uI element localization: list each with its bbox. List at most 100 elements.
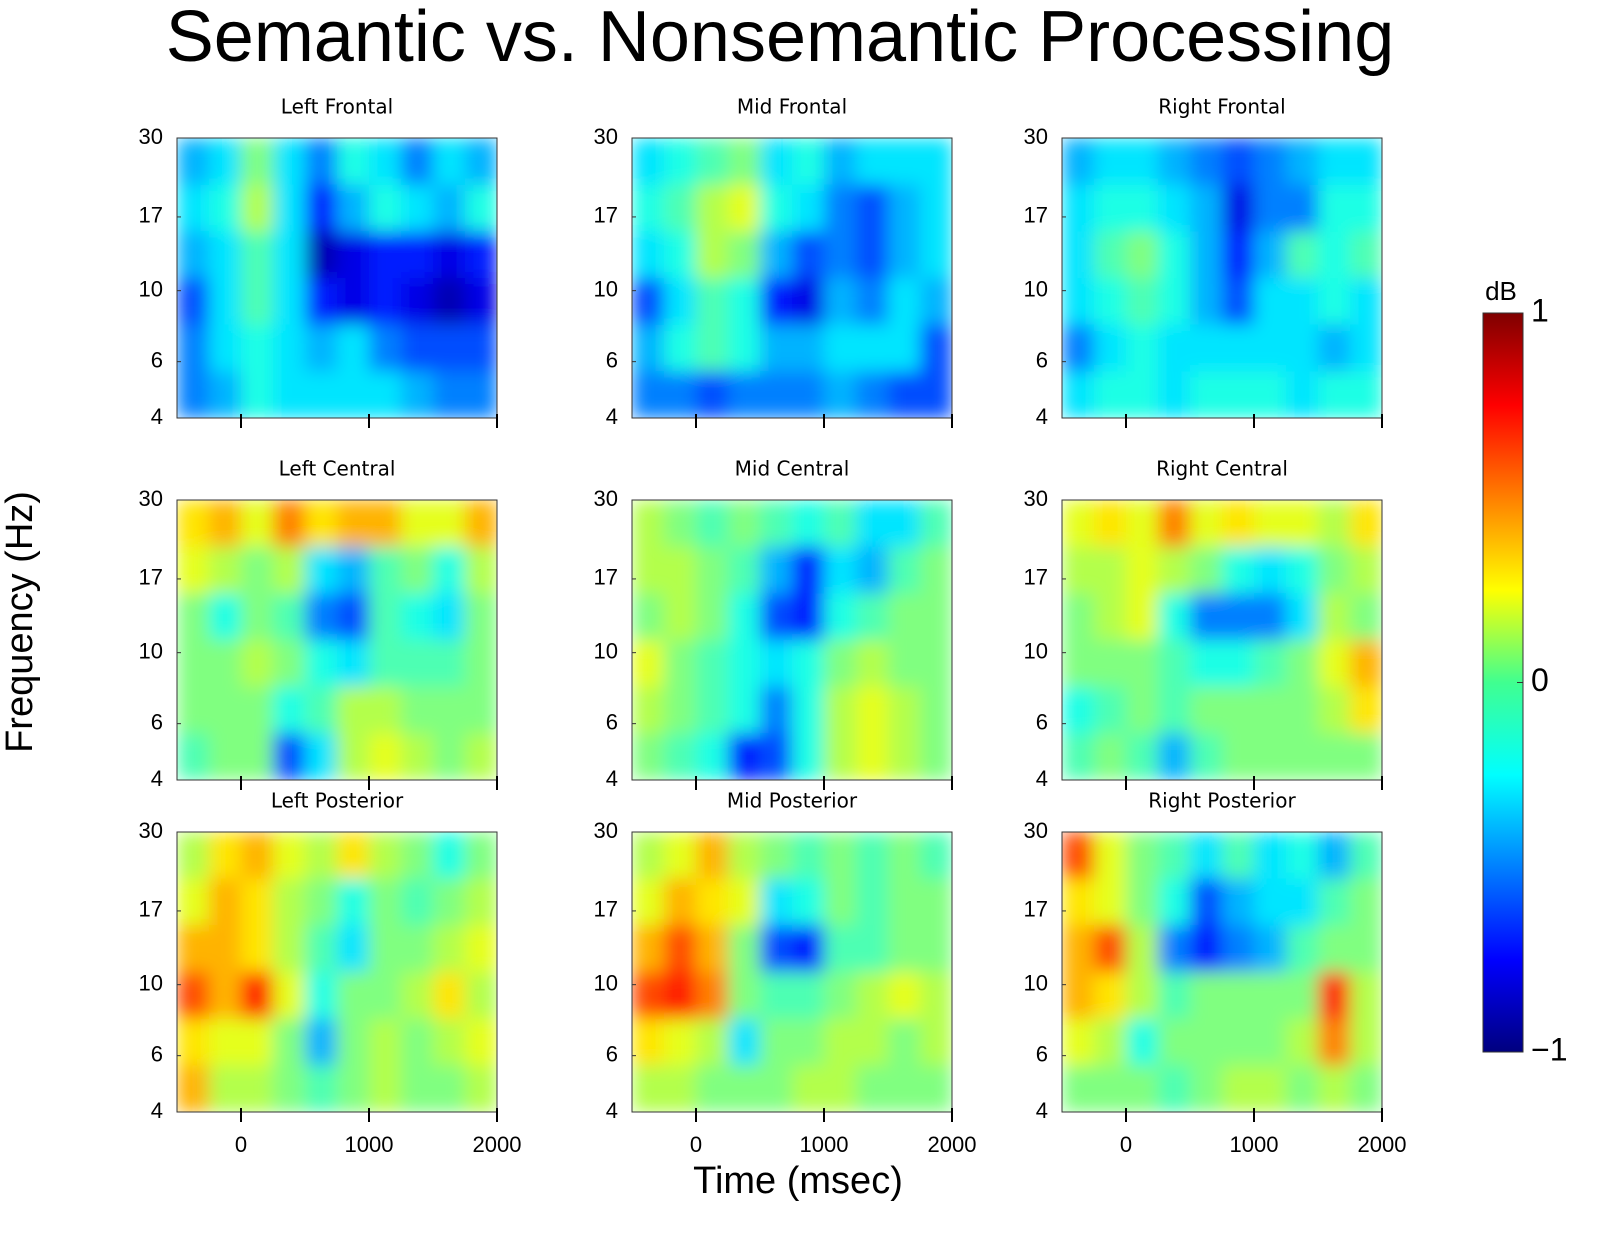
heatmap-cell <box>433 546 466 594</box>
heatmap-cell <box>1286 231 1319 279</box>
heatmap-cell <box>273 686 306 734</box>
heatmap-cell <box>273 640 306 688</box>
x-tick-label: 1000 <box>345 1132 394 1157</box>
heatmap-cell <box>696 593 729 641</box>
heatmap-cell <box>664 640 697 688</box>
heatmap-cell <box>1094 972 1127 1020</box>
heatmap-cell <box>1254 231 1287 279</box>
heatmap-cell <box>792 733 825 780</box>
heatmap-cell <box>465 278 497 326</box>
heatmap-cell <box>824 972 857 1020</box>
heatmap-cell <box>1190 184 1223 232</box>
heatmap-cell <box>728 324 761 372</box>
heatmap-cell <box>1158 231 1191 279</box>
heatmap-cell <box>1286 640 1319 688</box>
heatmap-cell <box>1286 832 1319 880</box>
colorbar <box>1482 312 1524 1053</box>
heatmap-cell <box>1094 925 1127 973</box>
heatmap-cell <box>1350 324 1382 372</box>
heatmap-cell <box>824 546 857 594</box>
heatmap-cell <box>1126 1065 1159 1112</box>
heatmap-cell <box>465 832 497 880</box>
heatmap-cell <box>1062 972 1095 1020</box>
heatmap-cell <box>728 878 761 926</box>
heatmap-cell <box>177 925 210 973</box>
heatmap-cell <box>177 324 210 372</box>
heatmap-cell <box>1254 733 1287 780</box>
heatmap-cell <box>728 1065 761 1112</box>
heatmap-cell <box>305 324 338 372</box>
heatmap-cell <box>760 371 793 418</box>
plot-frame <box>176 499 498 781</box>
heatmap-cell <box>1318 878 1351 926</box>
heatmap-cells <box>177 138 497 418</box>
heatmap-cell <box>1190 593 1223 641</box>
heatmap-cell <box>241 278 274 326</box>
heatmap-cell <box>337 1065 370 1112</box>
heatmap-cell <box>209 593 242 641</box>
heatmap-cell <box>1286 546 1319 594</box>
heatmap-cell <box>1094 371 1127 418</box>
heatmap-cell <box>696 640 729 688</box>
heatmap-cell <box>632 371 665 418</box>
heatmap-cells <box>632 832 952 1112</box>
heatmap-cell <box>856 733 889 780</box>
heatmap-cell <box>760 278 793 326</box>
heatmap-cell <box>1254 371 1287 418</box>
heatmap-cell <box>696 972 729 1020</box>
heatmap-cell <box>209 733 242 780</box>
heatmap-cell <box>1286 686 1319 734</box>
heatmap-cell <box>1318 278 1351 326</box>
heatmap-cell <box>177 371 210 418</box>
heatmap-cell <box>888 278 921 326</box>
heatmap-cell <box>888 832 921 880</box>
heatmap-cell <box>1286 878 1319 926</box>
heatmap-cell <box>1062 640 1095 688</box>
y-tick-label: 10 <box>594 638 618 663</box>
heatmap-cell <box>696 733 729 780</box>
heatmap-cell <box>241 1018 274 1066</box>
heatmap-cell <box>209 832 242 880</box>
heatmap-cell <box>888 686 921 734</box>
heatmap-cell <box>824 231 857 279</box>
heatmap-cell <box>1222 278 1255 326</box>
heatmap-cell <box>1190 546 1223 594</box>
heatmap-cell <box>1094 640 1127 688</box>
heatmap-cell <box>305 546 338 594</box>
heatmap-cell <box>433 184 466 232</box>
heatmap-cell <box>337 733 370 780</box>
heatmap-cell <box>1126 1018 1159 1066</box>
heatmap-cell <box>1094 184 1127 232</box>
heatmap-cell <box>1350 686 1382 734</box>
heatmap-cell <box>177 546 210 594</box>
heatmap-cell <box>1286 371 1319 418</box>
heatmap-cell <box>1286 1018 1319 1066</box>
heatmap-cell <box>1158 640 1191 688</box>
heatmap-cell <box>1350 925 1382 973</box>
x-tick-label: 0 <box>1120 1132 1132 1157</box>
heatmap-cell <box>632 278 665 326</box>
heatmap-cell <box>1190 371 1223 418</box>
heatmap-cell <box>1094 686 1127 734</box>
heatmap-cell <box>337 640 370 688</box>
heatmap-cell <box>209 640 242 688</box>
heatmap-cell <box>824 184 857 232</box>
y-tick-label: 30 <box>594 486 618 511</box>
heatmap-cell <box>824 593 857 641</box>
heatmap-cell <box>1190 138 1223 186</box>
heatmap-cell <box>305 278 338 326</box>
heatmap-cell <box>305 371 338 418</box>
heatmap-cell <box>856 371 889 418</box>
heatmap-cell <box>337 972 370 1020</box>
heatmap-cell <box>1190 832 1223 880</box>
heatmap-cell <box>696 231 729 279</box>
heatmap-cell <box>1350 832 1382 880</box>
heatmap-cell <box>920 878 952 926</box>
heatmap-cell <box>241 640 274 688</box>
y-tick-label: 10 <box>1024 970 1048 995</box>
heatmap-cell <box>1222 371 1255 418</box>
heatmap-cell <box>273 832 306 880</box>
heatmap-cell <box>856 324 889 372</box>
y-tick-label: 6 <box>151 347 163 372</box>
heatmap-cell <box>728 184 761 232</box>
